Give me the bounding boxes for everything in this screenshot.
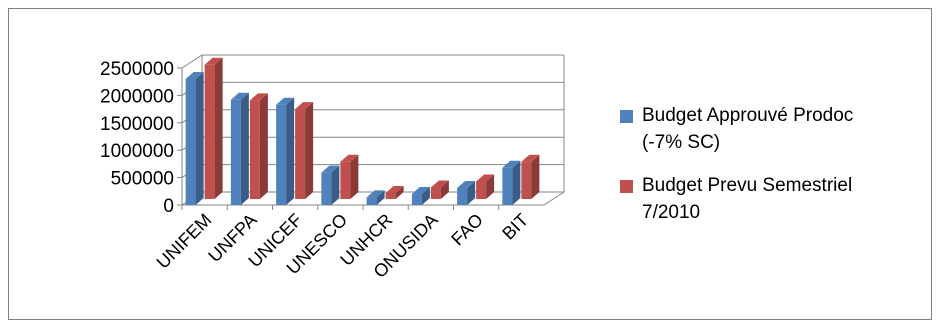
legend-swatch-series-2	[620, 180, 633, 193]
bar-top-face	[385, 185, 404, 193]
bar-unifem-series-2	[204, 57, 223, 200]
bar-side-face	[440, 180, 449, 199]
x-tick-label: FAO	[447, 210, 487, 250]
bar-bit-series-1	[502, 160, 521, 205]
bar-top-face	[430, 180, 449, 188]
bar-side-face	[395, 185, 404, 199]
bar-top-face	[521, 154, 540, 162]
bar-front-face	[411, 194, 422, 205]
bar-fao-series-2	[476, 174, 495, 199]
bar-top-face	[321, 165, 340, 173]
bar-side-face	[259, 93, 268, 199]
bar-onusida-series-1	[411, 187, 430, 205]
bar-top-face	[249, 93, 268, 101]
bar-top-face	[366, 190, 385, 198]
bar-front-face	[321, 172, 332, 205]
bar-top-face	[340, 154, 359, 162]
bar-top-face	[185, 71, 204, 79]
bar-bit-series-2	[521, 154, 540, 199]
bar-unifem-series-1	[185, 71, 204, 206]
bar-unhcr-series-1	[366, 190, 385, 205]
bar-top-face	[476, 174, 495, 182]
y-tick-label: 1000000	[100, 141, 174, 162]
bar-side-face	[214, 57, 223, 199]
legend-entry-series-2: Budget Prevu Semestriel 7/2010	[620, 172, 930, 226]
bar-side-face	[286, 97, 295, 205]
bar-unhcr-series-2	[385, 185, 404, 199]
bar-front-face	[230, 99, 241, 205]
bar-side-face	[376, 190, 385, 205]
bar-onusida-series-2	[430, 180, 449, 199]
bar-front-face	[185, 78, 196, 205]
gridline	[181, 54, 564, 69]
y-tick-label: 2500000	[100, 59, 174, 80]
x-tick-label: BIT	[498, 210, 532, 244]
bar-front-face	[340, 161, 351, 199]
legend-label-series-1: Budget Approuvé Prodoc (-7% SC)	[642, 105, 854, 153]
bar-top-face	[457, 181, 476, 189]
bar-side-face	[331, 165, 340, 205]
bar-unfpa-series-1	[230, 92, 249, 205]
x-axis	[182, 191, 565, 206]
chart-frame	[8, 8, 932, 320]
bar-side-face	[421, 187, 430, 205]
bar-unfpa-series-2	[249, 93, 268, 199]
bar-top-face	[502, 160, 521, 168]
bar-side-face	[512, 160, 521, 205]
bar-front-face	[204, 64, 215, 200]
bar-unesco-series-2	[340, 154, 359, 199]
bar-front-face	[276, 104, 287, 205]
y-tick-label: 1500000	[100, 114, 174, 135]
legend-label-series-2: Budget Prevu Semestriel 7/2010	[642, 175, 853, 223]
bar-side-face	[240, 92, 249, 205]
bar-front-face	[430, 187, 441, 199]
bar-top-face	[295, 102, 314, 110]
bar-unicef-series-1	[276, 97, 295, 205]
bar-side-face	[486, 174, 495, 199]
bar-side-face	[467, 181, 476, 205]
bar-front-face	[476, 181, 487, 199]
legend: Budget Approuvé Prodoc (-7% SC) Budget P…	[620, 102, 930, 242]
bars	[185, 57, 540, 206]
bar-top-face	[411, 187, 430, 195]
bar-front-face	[249, 100, 260, 199]
legend-swatch-series-1	[620, 110, 633, 123]
bar-top-face	[230, 92, 249, 100]
bar-side-face	[531, 154, 540, 199]
y-tick-label: 2000000	[100, 86, 174, 107]
x-tick-label: UNIFEM	[153, 210, 216, 273]
bar-unesco-series-1	[321, 165, 340, 205]
y-tick-label: 500000	[111, 169, 174, 190]
bar-top-face	[204, 57, 223, 65]
bar-front-face	[521, 161, 532, 199]
bar-side-face	[305, 102, 314, 199]
bar-fao-series-1	[457, 181, 476, 205]
bar-top-face	[276, 97, 295, 105]
bar-front-face	[385, 192, 396, 199]
bar-side-face	[195, 71, 204, 206]
bar-front-face	[457, 188, 468, 205]
bar-front-face	[502, 167, 513, 205]
bar-front-face	[366, 197, 377, 205]
bar-side-face	[350, 154, 359, 199]
bar-front-face	[295, 109, 306, 199]
y-tick-labels: 0 500000 1000000 1500000 2000000 2500000	[100, 59, 174, 217]
bar-unicef-series-2	[295, 102, 314, 199]
y-tick-label: 0	[163, 196, 174, 217]
legend-entry-series-1: Budget Approuvé Prodoc (-7% SC)	[620, 102, 930, 156]
